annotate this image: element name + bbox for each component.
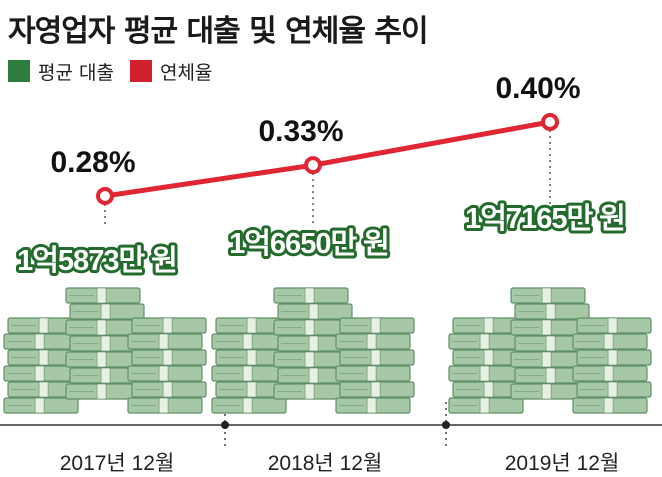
- bundle-band: [34, 333, 45, 350]
- bundle-band: [38, 317, 49, 334]
- bundle-band: [483, 349, 494, 366]
- divider-dot: [442, 421, 450, 429]
- bundle-band: [545, 335, 556, 352]
- data-point-delinquency: [304, 156, 322, 175]
- bundle-band: [479, 397, 490, 414]
- bundle-band: [304, 319, 315, 336]
- bundle-band: [38, 381, 49, 398]
- bundle-band: [96, 383, 107, 400]
- legend-swatch-loan: [8, 60, 30, 82]
- bundle-band: [246, 381, 257, 398]
- data-point-delinquency: [541, 113, 559, 131]
- bundle-band: [34, 365, 45, 382]
- data-label-loan: 1억5873만 원: [17, 244, 177, 277]
- bundle-band: [603, 397, 614, 414]
- bundle-band: [100, 335, 111, 352]
- data-label-delinquency: 0.28%: [50, 146, 135, 179]
- bundle-band: [38, 349, 49, 366]
- bundle-band: [545, 303, 556, 320]
- x-tick-label: 2017년 12월: [60, 452, 175, 475]
- bundle-band: [607, 317, 618, 334]
- bundle-band: [308, 303, 319, 320]
- legend-label-loan: 평균 대출: [38, 61, 114, 84]
- x-tick-label: 2019년 12월: [505, 452, 620, 475]
- bundle-band: [366, 397, 377, 414]
- bundle-band: [607, 381, 618, 398]
- bundle-band: [607, 349, 618, 366]
- bundle-band: [479, 333, 490, 350]
- bundle-band: [304, 383, 315, 400]
- bundle-band: [304, 351, 315, 368]
- bundle-band: [162, 381, 173, 398]
- legend: 평균 대출 연체율: [8, 58, 212, 84]
- bundle-band: [246, 317, 257, 334]
- bundle-band: [242, 333, 253, 350]
- bundle-band: [370, 381, 381, 398]
- bundle-band: [370, 317, 381, 334]
- bundle-band: [541, 383, 552, 400]
- legend-label-delinquency: 연체율: [159, 61, 213, 84]
- bundle-band: [34, 397, 45, 414]
- data-label-loan: 1억6650만 원: [229, 227, 389, 260]
- divider-dot: [221, 421, 229, 429]
- bundle-band: [162, 349, 173, 366]
- bundle-band: [100, 303, 111, 320]
- chart-title: 자영업자 평균 대출 및 연체율 추이: [8, 14, 429, 49]
- bundle-band: [162, 317, 173, 334]
- bundle-band: [242, 397, 253, 414]
- bundle-band: [603, 365, 614, 382]
- bundle-band: [541, 351, 552, 368]
- money-stack: [448, 287, 652, 414]
- bundle-band: [603, 333, 614, 350]
- x-tick-label: 2018년 12월: [268, 452, 383, 475]
- legend-swatch-delinquency: [129, 60, 152, 82]
- bundle-band: [158, 333, 169, 350]
- legend-item-delinquency: 연체율: [129, 58, 213, 85]
- bundle-band: [242, 365, 253, 382]
- money-stack: [211, 287, 415, 414]
- bundle-band: [246, 349, 257, 366]
- money-stack: [3, 287, 207, 414]
- bundle-band: [366, 333, 377, 350]
- bundle-band: [100, 367, 111, 384]
- bundle-band: [158, 365, 169, 382]
- bundle-band: [483, 381, 494, 398]
- bundle-band: [366, 365, 377, 382]
- bundle-band: [541, 319, 552, 336]
- bundle-band: [96, 287, 107, 304]
- bundle-band: [96, 319, 107, 336]
- data-label-delinquency: 0.33%: [258, 115, 343, 148]
- bundle-band: [308, 367, 319, 384]
- bundle-band: [158, 397, 169, 414]
- bundle-band: [545, 367, 556, 384]
- bundle-band: [304, 287, 315, 304]
- bundle-band: [370, 349, 381, 366]
- bundle-band: [483, 317, 494, 334]
- bundle-band: [96, 351, 107, 368]
- bundle-band: [479, 365, 490, 382]
- bundle-band: [541, 287, 552, 304]
- bundle-band: [308, 335, 319, 352]
- data-label-delinquency: 0.40%: [495, 72, 580, 105]
- legend-item-loan: 평균 대출: [8, 58, 114, 85]
- data-label-loan: 1억7165만 원: [465, 202, 625, 235]
- data-point-delinquency: [96, 187, 114, 205]
